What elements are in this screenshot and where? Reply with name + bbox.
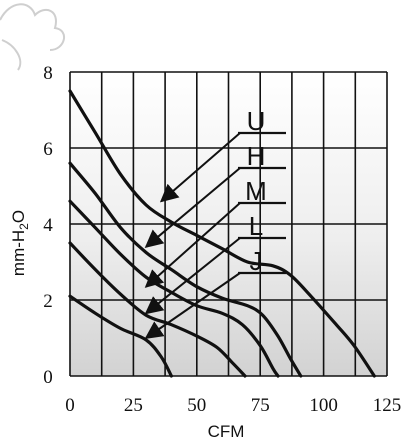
label-pointer-arrow: [144, 167, 241, 248]
curve-m: [68, 199, 280, 378]
x-tick-label: 125: [373, 395, 402, 416]
x-axis-ticks: 0 25 50 75 100 125: [65, 395, 401, 416]
x-tick-label: 50: [187, 395, 206, 416]
x-axis-title: CFM: [208, 422, 245, 441]
x-tick-label: 75: [251, 395, 270, 416]
label-pointer-arrow: [144, 272, 241, 340]
curve-l: [68, 241, 247, 378]
y-axis-title: mm-H2O: [9, 210, 31, 276]
curve-label-j: J: [250, 246, 263, 276]
curve-u: [68, 89, 376, 378]
y-tick-label: 8: [43, 63, 53, 84]
x-tick-label: 0: [65, 395, 75, 416]
label-pointer-arrow: [159, 132, 241, 203]
y-axis-title-subscript: 2: [17, 223, 31, 230]
label-pointer-arrow: [144, 237, 241, 315]
label-pointer-arrow: [144, 202, 241, 288]
x-tick-label: 100: [309, 395, 338, 416]
curve-j: [68, 294, 173, 378]
watermark-logo-icon: [0, 3, 65, 71]
curve-label-m: M: [245, 176, 267, 206]
curve-label-h: H: [247, 141, 266, 171]
y-tick-label: 4: [43, 215, 53, 236]
grid: [69, 71, 388, 377]
x-tick-label: 25: [124, 395, 143, 416]
y-axis-ticks: 0 2 4 6 8: [43, 63, 53, 388]
y-tick-label: 6: [43, 139, 53, 160]
y-axis-title-end: O: [9, 210, 28, 223]
y-tick-label: 2: [43, 291, 53, 312]
curve-label-u: U: [247, 106, 266, 136]
curve-label-l: L: [249, 211, 263, 241]
y-tick-label: 0: [43, 367, 53, 388]
y-axis-title-main: mm-H: [9, 230, 28, 276]
